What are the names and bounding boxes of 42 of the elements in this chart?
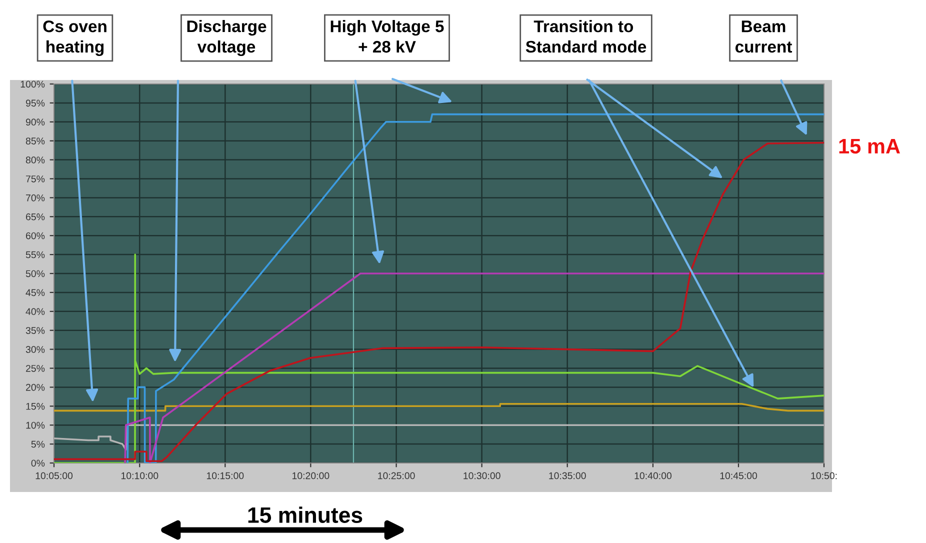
line-series [54, 424, 824, 451]
text: Discharge voltage [187, 20, 266, 56]
x-tick-label: 10:50: [811, 472, 837, 480]
y-tick-label: 50% [26, 270, 45, 278]
x-tick-label: 10:40:00 [634, 472, 672, 480]
x-tick-label: 10:20:00 [292, 472, 330, 480]
text: Cs oven heating [43, 20, 106, 56]
y-tick-label: 60% [26, 232, 45, 240]
y-tick-label: 95% [26, 100, 45, 107]
y-tick-label: 5% [31, 440, 45, 448]
x-tick-label: 10:45:00 [720, 472, 758, 480]
text: High Voltage 5 + 28 kV [330, 20, 444, 53]
y-tick-label: 25% [26, 364, 45, 372]
y-tick-label: 35% [26, 327, 45, 334]
y-tick-label: 90% [26, 118, 45, 126]
y-tick-label: 75% [26, 176, 45, 182]
x-tick-label: 10:30:00 [464, 472, 500, 480]
y-tick-label: 70% [26, 194, 45, 202]
x-tick-label: 10:25:00 [378, 472, 415, 480]
y-tick-label: 85% [26, 138, 45, 144]
y-tick-label: 45% [26, 289, 45, 296]
y-tick-label: 30% [26, 346, 45, 353]
y-tick-label: 40% [26, 308, 45, 316]
y-tick-label: 10% [26, 422, 45, 429]
text: Transition to Standard mode [526, 20, 646, 53]
y-tick-label: 15% [26, 402, 45, 410]
line-series [126, 113, 824, 463]
y-tick-label: 65% [26, 213, 45, 220]
y-tick-label: 20% [26, 384, 45, 391]
y-tick-label: 80% [26, 156, 45, 164]
x-tick-label: 10:35:00 [549, 472, 586, 480]
text: 15 mA [839, 139, 900, 154]
text: Beam current [735, 20, 792, 53]
y-tick-label: 0% [31, 460, 45, 467]
line-series [54, 402, 824, 412]
text: 15 minutes [248, 506, 362, 523]
x-tick-label: 10:10:00 [121, 472, 158, 480]
x-tick-label: 10:05:00 [36, 472, 73, 480]
line-series [124, 272, 824, 463]
y-tick-label: 55% [26, 251, 45, 258]
y-tick-label: 100% [20, 80, 45, 88]
x-tick-label: 10:15:00 [206, 472, 244, 480]
